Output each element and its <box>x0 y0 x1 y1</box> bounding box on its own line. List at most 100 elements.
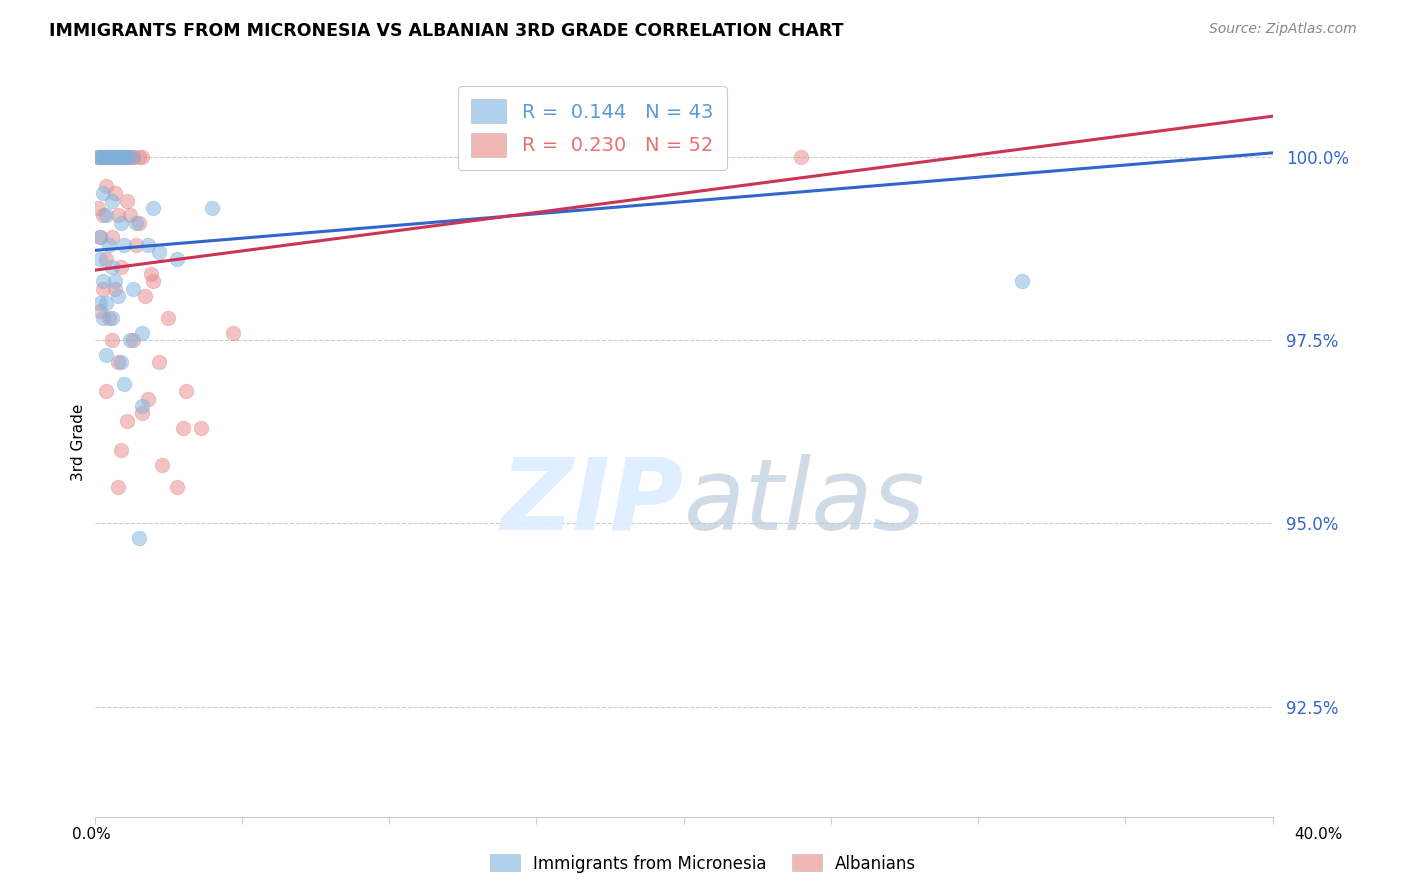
Point <box>101 194 124 208</box>
Point <box>166 252 188 267</box>
Point <box>96 149 118 163</box>
Point <box>96 178 118 193</box>
Point <box>148 244 170 259</box>
Point <box>107 149 129 163</box>
Point <box>139 267 162 281</box>
Point <box>148 355 170 369</box>
Point <box>131 399 153 413</box>
Point <box>110 355 132 369</box>
Point <box>93 274 115 288</box>
Point <box>121 333 143 347</box>
Point <box>93 149 115 163</box>
Point <box>131 149 153 163</box>
Point <box>104 149 127 163</box>
Point <box>98 310 121 325</box>
Point <box>107 208 129 222</box>
Legend: Immigrants from Micronesia, Albanians: Immigrants from Micronesia, Albanians <box>484 847 922 880</box>
Point <box>118 208 141 222</box>
Point <box>96 384 118 399</box>
Point <box>121 149 143 163</box>
Point <box>110 260 132 274</box>
Point <box>93 310 115 325</box>
Point <box>157 310 180 325</box>
Text: 0.0%: 0.0% <box>72 827 111 842</box>
Point <box>128 531 150 545</box>
Point <box>121 149 143 163</box>
Point <box>101 333 124 347</box>
Point <box>89 149 111 163</box>
Point <box>98 149 121 163</box>
Y-axis label: 3rd Grade: 3rd Grade <box>72 404 86 481</box>
Point <box>89 149 111 163</box>
Point <box>96 208 118 222</box>
Point <box>104 149 127 163</box>
Point <box>1011 274 1033 288</box>
Point <box>142 274 165 288</box>
Point <box>110 149 132 163</box>
Point <box>115 194 138 208</box>
Text: 40.0%: 40.0% <box>1295 827 1343 842</box>
Point <box>93 208 115 222</box>
Point <box>93 186 115 201</box>
Point <box>110 215 132 229</box>
Point <box>118 149 141 163</box>
Point <box>101 260 124 274</box>
Point <box>201 201 224 215</box>
Point <box>89 230 111 244</box>
Point <box>98 149 121 163</box>
Point <box>112 376 135 391</box>
Point <box>150 458 173 472</box>
Text: IMMIGRANTS FROM MICRONESIA VS ALBANIAN 3RD GRADE CORRELATION CHART: IMMIGRANTS FROM MICRONESIA VS ALBANIAN 3… <box>49 22 844 40</box>
Point <box>112 149 135 163</box>
Point <box>174 384 197 399</box>
Point <box>86 149 108 163</box>
Point <box>96 296 118 310</box>
Point <box>110 149 132 163</box>
Legend: R =  0.144   N = 43, R =  0.230   N = 52: R = 0.144 N = 43, R = 0.230 N = 52 <box>458 86 727 170</box>
Point <box>107 149 129 163</box>
Point <box>134 289 156 303</box>
Point <box>107 479 129 493</box>
Point <box>128 215 150 229</box>
Point <box>166 479 188 493</box>
Point <box>125 215 148 229</box>
Point <box>190 421 212 435</box>
Point <box>89 296 111 310</box>
Point <box>96 347 118 361</box>
Point <box>125 237 148 252</box>
Point <box>104 274 127 288</box>
Point <box>93 281 115 295</box>
Point <box>790 149 813 163</box>
Point <box>89 230 111 244</box>
Point <box>110 442 132 457</box>
Point <box>101 230 124 244</box>
Point <box>112 149 135 163</box>
Text: atlas: atlas <box>683 454 925 551</box>
Point <box>104 186 127 201</box>
Text: Source: ZipAtlas.com: Source: ZipAtlas.com <box>1209 22 1357 37</box>
Point <box>121 281 143 295</box>
Point <box>222 326 245 340</box>
Point <box>98 237 121 252</box>
Point <box>172 421 194 435</box>
Point <box>136 237 159 252</box>
Point <box>128 149 150 163</box>
Point <box>142 201 165 215</box>
Point <box>89 252 111 267</box>
Point <box>136 392 159 406</box>
Point <box>115 149 138 163</box>
Point <box>118 333 141 347</box>
Point <box>112 237 135 252</box>
Point <box>115 413 138 427</box>
Point <box>86 201 108 215</box>
Point <box>96 252 118 267</box>
Point <box>101 310 124 325</box>
Point <box>89 303 111 318</box>
Point <box>104 281 127 295</box>
Text: ZIP: ZIP <box>501 454 683 551</box>
Point <box>131 326 153 340</box>
Point <box>107 289 129 303</box>
Point <box>86 149 108 163</box>
Point <box>115 149 138 163</box>
Point <box>96 149 118 163</box>
